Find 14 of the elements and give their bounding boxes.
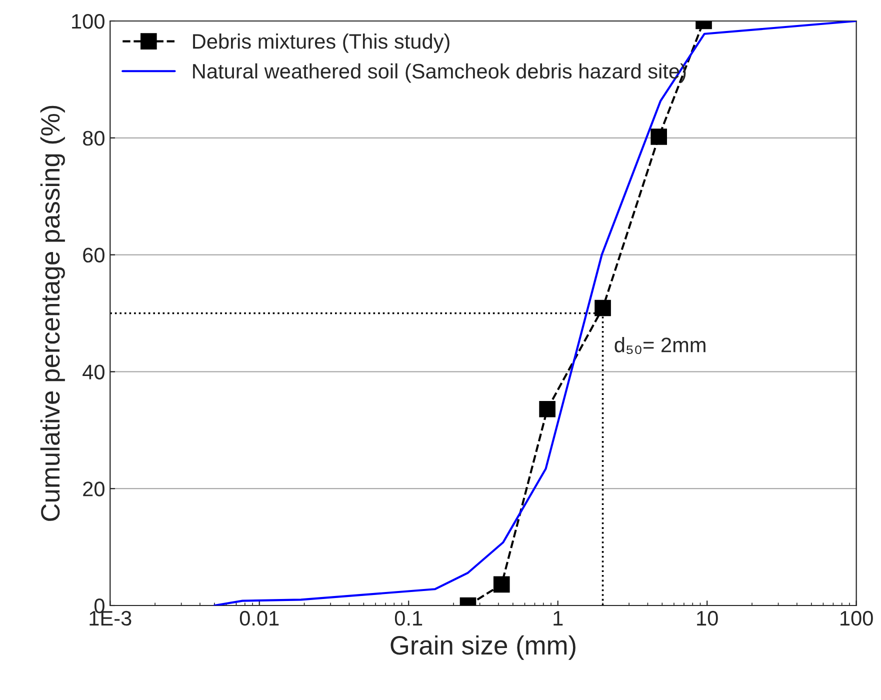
x-tick-label: 100 bbox=[840, 610, 873, 626]
x-axis-title: Grain size (mm) bbox=[390, 635, 576, 660]
y-tick-label: 80 bbox=[83, 130, 104, 146]
x-tick-label: 10 bbox=[697, 610, 718, 626]
annotation: d₅₀= 2mm bbox=[614, 337, 706, 354]
y-tick-label: 100 bbox=[72, 14, 104, 29]
y-tick-label: 20 bbox=[83, 482, 104, 496]
x-tick-label: 0.01 bbox=[240, 610, 279, 626]
x-tick-label: 0.1 bbox=[394, 610, 422, 626]
legend-label: Debris mixtures (This study) bbox=[193, 34, 450, 53]
y-tick-label: 60 bbox=[83, 248, 104, 263]
y-axis-title: Cumulative percentage passing (%) bbox=[40, 106, 65, 521]
x-tick-label: 1 bbox=[554, 611, 563, 626]
y-tick-label: 40 bbox=[82, 364, 104, 380]
